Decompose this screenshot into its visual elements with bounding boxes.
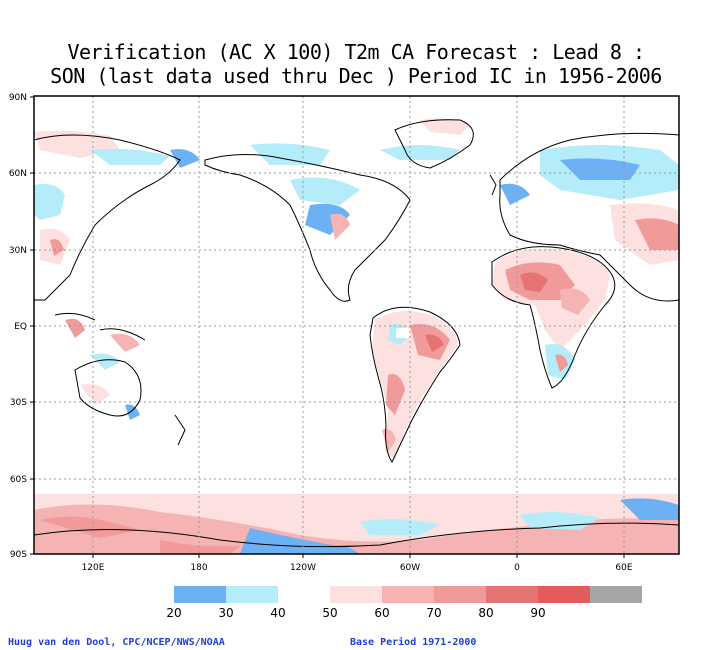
- legend-swatch: [226, 586, 278, 603]
- arctic-shading: [34, 118, 679, 265]
- lat-label: EQ: [14, 322, 27, 332]
- legend-swatch: [174, 586, 226, 603]
- legend-swatch: [538, 586, 590, 603]
- lon-label: 180: [190, 563, 207, 573]
- base-period-text: Base Period 1971-2000: [350, 637, 477, 648]
- lat-label: 30S: [10, 398, 27, 408]
- eastasia-coast: [34, 134, 181, 301]
- gridlines: [34, 96, 679, 554]
- legend-label: 70: [426, 606, 441, 620]
- legend-swatch: [590, 586, 642, 603]
- asia-australia-shading: [65, 318, 140, 420]
- lon-label: 60E: [615, 563, 632, 573]
- map-body: [34, 118, 679, 554]
- north-america-coast: [204, 153, 411, 302]
- latitude-labels: 90N 60N 30N EQ 30S 60S 90S: [9, 93, 27, 560]
- map-title-line-1: Verification (AC X 100) T2m CA Forecast …: [67, 40, 645, 64]
- legend-swatch: [330, 586, 382, 603]
- lat-label: 60N: [9, 169, 27, 179]
- lon-label: 120E: [82, 563, 105, 573]
- lon-label: 0: [514, 563, 520, 573]
- indonesia-coast: [54, 312, 146, 341]
- lat-label: 90S: [10, 550, 27, 560]
- legend-label: 50: [322, 606, 337, 620]
- lat-label: 90N: [9, 93, 27, 103]
- south-america-shading: [372, 311, 458, 460]
- antarctica-coast: [34, 522, 679, 548]
- greenland-coast: [394, 119, 474, 169]
- map-title-line-2: SON (last data used thru Dec ) Period IC…: [50, 64, 662, 88]
- lat-label: 30N: [9, 246, 27, 256]
- africa-shading: [492, 248, 610, 380]
- longitude-labels: 120E 180 120W 60W 0 60E: [82, 563, 633, 573]
- legend-label: 30: [218, 606, 233, 620]
- legend-label: 40: [270, 606, 285, 620]
- lon-label: 60W: [400, 563, 420, 573]
- legend-swatch: [382, 586, 434, 603]
- africa-coast: [491, 246, 616, 389]
- map-border: [33, 95, 680, 555]
- new-zealand-coast: [174, 414, 186, 446]
- tick-marks: [30, 96, 625, 558]
- coastlines: [34, 119, 679, 548]
- legend-label: 60: [374, 606, 389, 620]
- legend-label: 90: [530, 606, 545, 620]
- color-legend: 20 30 40 50 60 70 80 90: [166, 586, 642, 620]
- australia-coast: [74, 359, 142, 417]
- uk-coast: [489, 174, 497, 196]
- lon-label: 120W: [290, 563, 316, 573]
- legend-label: 80: [478, 606, 493, 620]
- legend-swatch: [278, 586, 330, 603]
- legend-label: 20: [166, 606, 181, 620]
- eurasia-coast: [499, 132, 679, 302]
- credit-text: Huug van den Dool, CPC/NCEP/NWS/NOAA: [8, 637, 225, 648]
- south-america-coast: [369, 306, 461, 464]
- antarctica-shading: [34, 494, 679, 554]
- legend-swatch: [434, 586, 486, 603]
- lat-label: 60S: [10, 475, 27, 485]
- legend-swatch: [486, 586, 538, 603]
